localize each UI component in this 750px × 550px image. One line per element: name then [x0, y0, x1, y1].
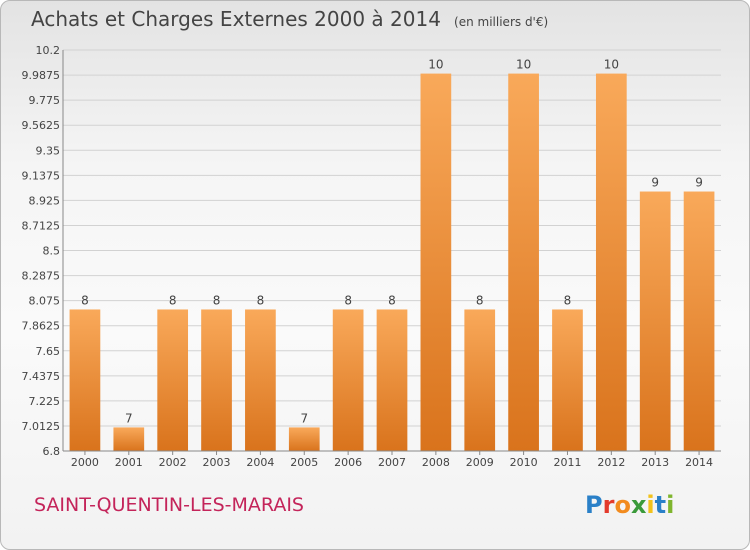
x-tick-label: 2002 [159, 456, 187, 469]
y-tick-label: 6.8 [43, 445, 61, 458]
y-tick-label: 7.8625 [22, 320, 61, 333]
x-tick-label: 2001 [115, 456, 143, 469]
bar-2004 [245, 309, 276, 451]
y-tick-label: 8.2875 [22, 270, 61, 283]
x-tick-label: 2011 [553, 456, 581, 469]
logo-letter: o [614, 491, 631, 519]
x-tick-label: 2003 [203, 456, 231, 469]
bar-value-label: 8 [81, 293, 89, 307]
bar-2012 [595, 73, 627, 452]
bar-2014 [683, 191, 715, 451]
chart-title: Achats et Charges Externes 2000 à 2014 (… [31, 7, 548, 31]
logo-letter: P [585, 491, 603, 519]
bar-value-label: 7 [300, 411, 308, 425]
bar-2003 [201, 309, 232, 451]
y-tick-label: 9.1375 [22, 169, 61, 182]
x-tick-label: 2013 [641, 456, 669, 469]
x-tick-label: 2000 [71, 456, 99, 469]
y-tick-label: 8.925 [29, 194, 61, 207]
y-tick-label: 9.775 [29, 94, 61, 107]
y-tick-label: 10.2 [36, 44, 61, 57]
bar-value-label: 8 [344, 293, 352, 307]
bar-2001 [113, 427, 145, 451]
logo-letter: r [602, 491, 615, 519]
bar-value-label: 9 [651, 176, 659, 190]
x-tick-label: 2009 [466, 456, 494, 469]
bar-2002 [157, 309, 189, 451]
logo-letter: t [654, 491, 667, 519]
logo-letter: i [666, 491, 675, 519]
bar-value-label: 8 [257, 293, 265, 307]
bar-value-label: 8 [476, 293, 484, 307]
x-tick-label: 2005 [290, 456, 318, 469]
y-tick-label: 7.0125 [22, 420, 61, 433]
y-tick-label: 9.9875 [22, 69, 61, 82]
bar-value-label: 10 [428, 58, 443, 72]
logo-letter: i [646, 491, 655, 519]
bar-value-label: 8 [388, 293, 396, 307]
y-tick-label: 8.5 [43, 245, 61, 258]
bar-2013 [639, 191, 671, 451]
y-tick-label: 9.35 [36, 144, 61, 157]
x-tick-label: 2014 [685, 456, 713, 469]
x-tick-label: 2006 [334, 456, 362, 469]
bar-value-label: 10 [604, 58, 619, 72]
bar-2007 [376, 309, 408, 451]
bar-2005 [288, 427, 320, 451]
bar-value-label: 9 [695, 176, 703, 190]
bar-value-label: 10 [516, 58, 531, 72]
bar-value-label: 8 [169, 293, 177, 307]
y-tick-label: 8.7125 [22, 219, 61, 232]
y-tick-label: 7.225 [29, 395, 61, 408]
bar-2010 [508, 73, 539, 452]
chart-unit: (en milliers d'€) [454, 15, 549, 29]
logo-letter: x [630, 491, 647, 519]
x-tick-label: 2007 [378, 456, 406, 469]
bar-2006 [332, 309, 364, 451]
bar-value-label: 7 [125, 411, 133, 425]
bar-2000 [69, 309, 101, 451]
x-tick-label: 2012 [597, 456, 625, 469]
bar-value-label: 8 [213, 293, 221, 307]
y-tick-label: 7.4375 [22, 370, 61, 383]
x-tick-label: 2010 [510, 456, 538, 469]
y-tick-label: 8.075 [29, 295, 61, 308]
y-tick-label: 7.65 [36, 345, 61, 358]
y-tick-label: 9.5625 [22, 119, 61, 132]
x-tick-label: 2008 [422, 456, 450, 469]
bar-2008 [420, 73, 452, 452]
x-tick-label: 2004 [246, 456, 274, 469]
proxiti-logo[interactable]: Proxiti [585, 491, 674, 519]
chart-title-text: Achats et Charges Externes 2000 à 2014 [31, 7, 441, 31]
bar-2011 [552, 309, 583, 451]
commune-name: SAINT-QUENTIN-LES-MARAIS [34, 494, 304, 516]
bar-value-label: 8 [564, 293, 572, 307]
bar-2009 [464, 309, 496, 451]
